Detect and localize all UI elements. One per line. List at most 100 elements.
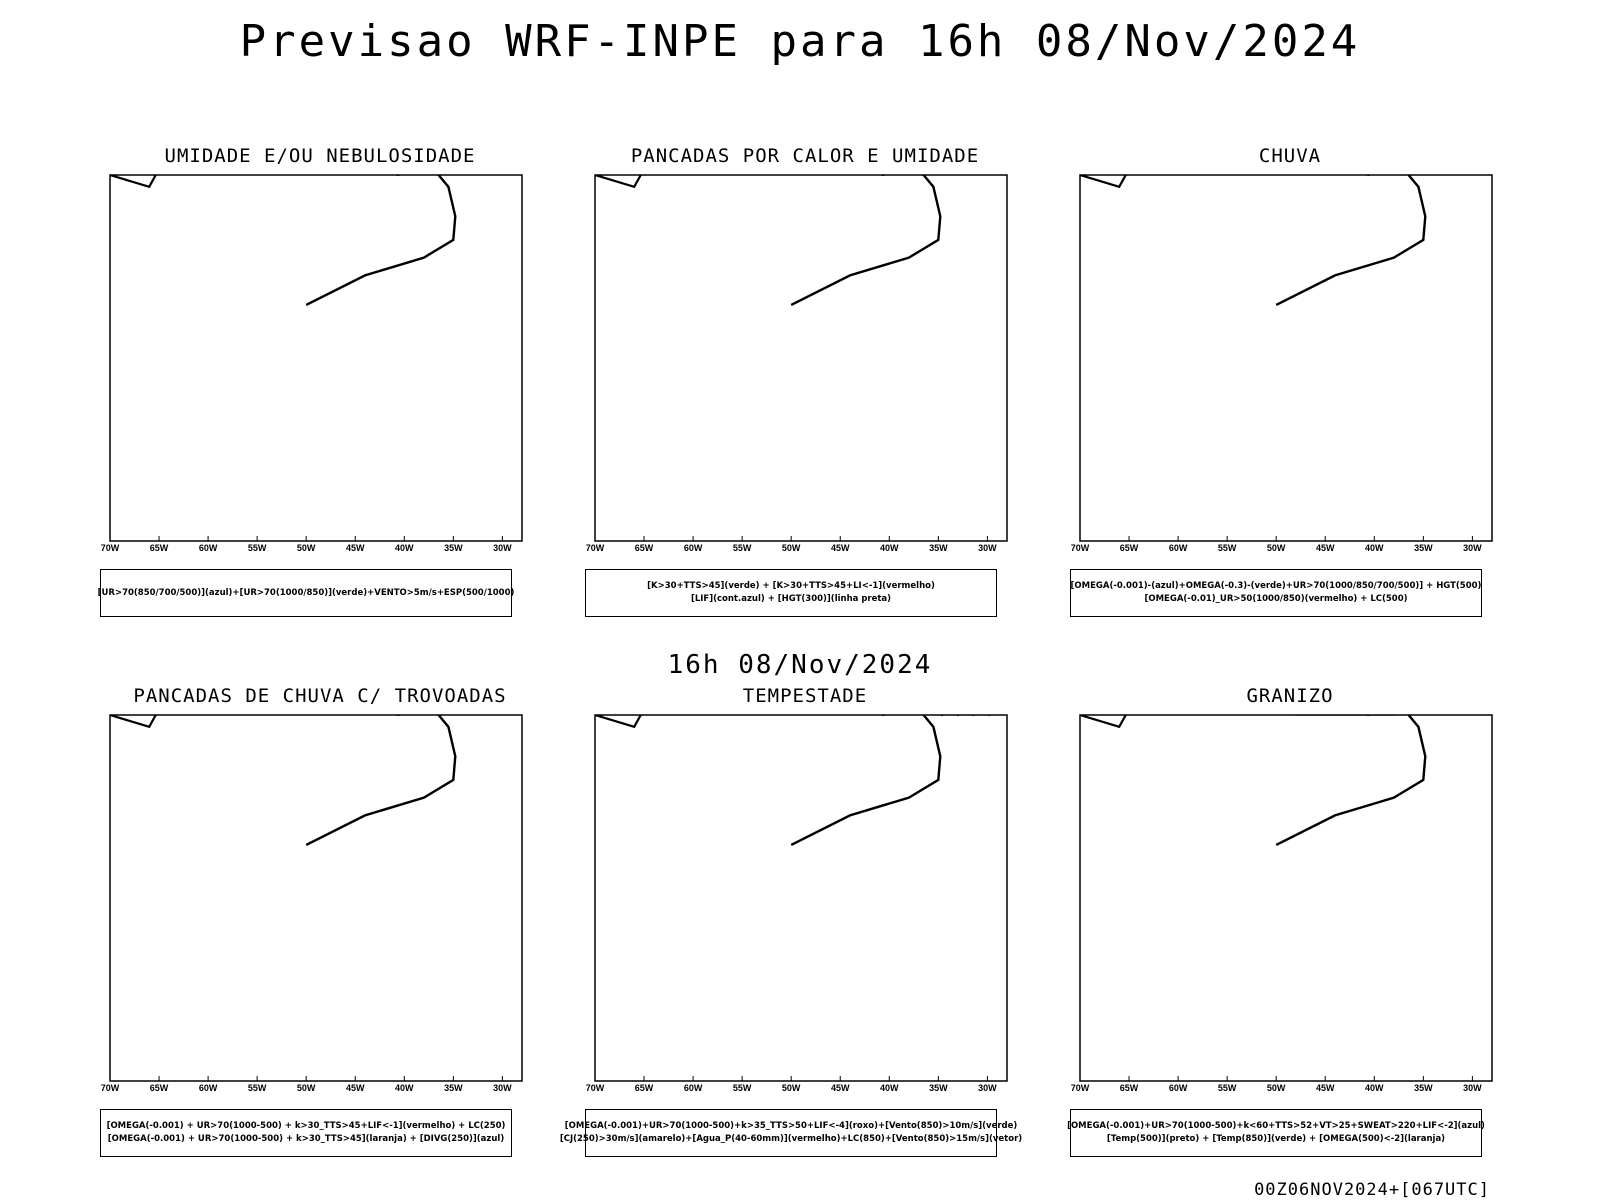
country-border	[114, 175, 120, 177]
streamline	[1393, 175, 1395, 176]
lon-tick-label: 30W	[493, 1083, 512, 1093]
lifted-index-contour	[928, 175, 930, 176]
jet-streamline	[453, 715, 455, 716]
lon-tick-label: 70W	[101, 1083, 120, 1093]
map-field-layers: 9600960095209520944093609600952093609280	[595, 175, 969, 306]
map-tempestade: 12S15S18S21S24S27S30S33S36S39S42S70W65W6…	[586, 714, 1008, 1093]
country-border	[114, 715, 120, 717]
lon-tick-label: 45W	[346, 543, 365, 553]
lon-tick-label: 60W	[684, 543, 703, 553]
map-pancadas-calor: 9600960095209520944093609600952093609280…	[586, 174, 1008, 553]
low-level-humidity-contour	[126, 169, 146, 171]
precipitable-water-streamline	[850, 715, 852, 716]
lon-tick-label: 35W	[1414, 543, 1433, 553]
lon-tick-label: 50W	[782, 1083, 801, 1093]
country-border	[316, 715, 318, 716]
legend-line-1: [OMEGA(-0.001) + UR>70(1000-500) + k>30_…	[106, 1121, 506, 1131]
lon-tick-label: 70W	[586, 1083, 605, 1093]
humidity-upper-area	[189, 169, 405, 175]
map-field-layers: -12-15-18-18-15-12	[1080, 715, 1427, 846]
country-border	[316, 175, 318, 176]
country-border	[1084, 715, 1090, 717]
panel-title: GRANIZO	[1246, 685, 1334, 707]
country-border	[1362, 715, 1370, 717]
map-frame	[109, 714, 523, 1082]
geopotential-isoline	[967, 175, 969, 176]
panel-trovoadas: PANCADAS DE CHUVA C/ TROVOADAS 12S15S18S…	[80, 685, 560, 1157]
lon-tick-label: 65W	[1120, 1083, 1139, 1093]
temp850-isoline	[1293, 715, 1400, 716]
legend-line-2: [OMEGA(-0.001) + UR>70(1000-500) + k>30_…	[107, 1134, 505, 1144]
lon-tick-label: 70W	[586, 543, 605, 553]
legend-line-1: [OMEGA(-0.001)+UR>70(1000-500)+k>35_TTS>…	[564, 1121, 1018, 1131]
lon-tick-label: 45W	[346, 1083, 365, 1093]
panel-umidade: UMIDADE E/OU NEBULOSIDADE 10041008100810…	[80, 145, 560, 617]
panel-title: PANCADAS DE CHUVA C/ TROVOADAS	[133, 685, 507, 707]
jet-streamline	[423, 715, 426, 716]
map-field-layers	[595, 715, 1004, 846]
country-border	[595, 175, 642, 189]
lon-tick-label: 50W	[1267, 1083, 1286, 1093]
lon-tick-label: 30W	[1463, 1083, 1482, 1093]
panel-granizo: GRANIZO -12-15-18-18-15-1212S15S18S21S24…	[1050, 685, 1530, 1157]
map-frame	[1079, 714, 1493, 1082]
lon-tick-label: 65W	[150, 1083, 169, 1093]
lon-tick-label: 35W	[929, 543, 948, 553]
coastline	[305, 175, 457, 306]
jet-streamline	[365, 715, 367, 716]
map-granizo: -12-15-18-18-15-1212S15S18S21S24S27S30S3…	[1071, 714, 1493, 1093]
lon-tick-label: 55W	[1218, 543, 1237, 553]
axis-group: 12S15S18S21S24S27S30S33S36S39S42S70W65W6…	[101, 714, 523, 1093]
map-field-layers: 1004100810081008101210121016101610205705…	[110, 169, 457, 306]
precipitable-water-streamline	[697, 715, 699, 716]
legend-line-1: [OMEGA(-0.001)+UR>70(1000-500)+k<60+TTS>…	[1067, 1121, 1485, 1131]
lon-tick-label: 45W	[831, 543, 850, 553]
country-border	[1084, 175, 1090, 177]
lon-tick-label: 40W	[880, 543, 899, 553]
axis-group: 12S15S18S21S24S27S30S33S36S39S42S70W65W6…	[1071, 714, 1493, 1093]
coastline	[1275, 715, 1427, 846]
political-borders	[595, 175, 942, 306]
country-border	[110, 175, 157, 189]
map-field-layers	[110, 709, 457, 846]
panel-tempestade: TEMPESTADE 12S15S18S21S24S27S30S33S36S39…	[560, 685, 1045, 1157]
panel-legend: [UR>70(850/700/500)](azul)+[UR>70(1000/8…	[97, 569, 515, 617]
thunderstorm-red-area	[126, 709, 134, 711]
panel-title: PANCADAS POR CALOR E UMIDADE	[630, 145, 980, 167]
lon-tick-label: 55W	[1218, 1083, 1237, 1093]
panel-title: UMIDADE E/OU NEBULOSIDADE	[164, 145, 476, 167]
map-umidade: 1004100810081008101210121016101610205705…	[101, 169, 523, 553]
legend-line-1: [OMEGA(-0.001)-(azul)+OMEGA(-0.3)-(verde…	[1070, 581, 1482, 591]
lon-tick-label: 50W	[782, 543, 801, 553]
lon-tick-label: 45W	[831, 1083, 850, 1093]
precipitable-water-streamline	[731, 715, 733, 716]
lon-tick-label: 35W	[444, 1083, 463, 1093]
panel-legend: [OMEGA(-0.001)-(azul)+OMEGA(-0.3)-(verde…	[1070, 569, 1482, 617]
country-border	[877, 715, 885, 717]
political-borders	[110, 175, 457, 306]
precipitable-water-streamline	[795, 715, 796, 716]
country-border	[1286, 715, 1288, 716]
legend-line-1: [UR>70(850/700/500)](azul)+[UR>70(1000/8…	[97, 587, 515, 598]
map-frame	[594, 174, 1008, 542]
lon-tick-label: 30W	[1463, 543, 1482, 553]
lon-tick-label: 60W	[199, 1083, 218, 1093]
political-borders	[110, 715, 457, 846]
precipitable-water-streamline	[810, 715, 811, 716]
country-border	[392, 715, 400, 717]
lon-tick-label: 60W	[1169, 543, 1188, 553]
country-border	[110, 715, 157, 729]
coastline	[305, 715, 457, 846]
forecast-time-subtitle: 16h 08/Nov/2024	[667, 650, 933, 680]
legend-line-2: [CJ(250)>30m/s](amarelo)+[Agua_P(40-60mm…	[559, 1134, 1023, 1144]
coastline	[790, 175, 942, 306]
lon-tick-label: 60W	[684, 1083, 703, 1093]
axis-group: 12S15S18S21S24S27S30S33S36S39S42S70W65W6…	[586, 174, 1008, 553]
country-border	[392, 175, 400, 177]
lon-tick-label: 45W	[1316, 1083, 1335, 1093]
lon-tick-label: 55W	[733, 1083, 752, 1093]
political-borders	[595, 715, 942, 846]
legend-line-1: [K>30+TTS>45](verde) + [K>30+TTS>45+LI<-…	[647, 581, 935, 591]
coastline	[1275, 175, 1427, 306]
country-border	[1286, 175, 1288, 176]
